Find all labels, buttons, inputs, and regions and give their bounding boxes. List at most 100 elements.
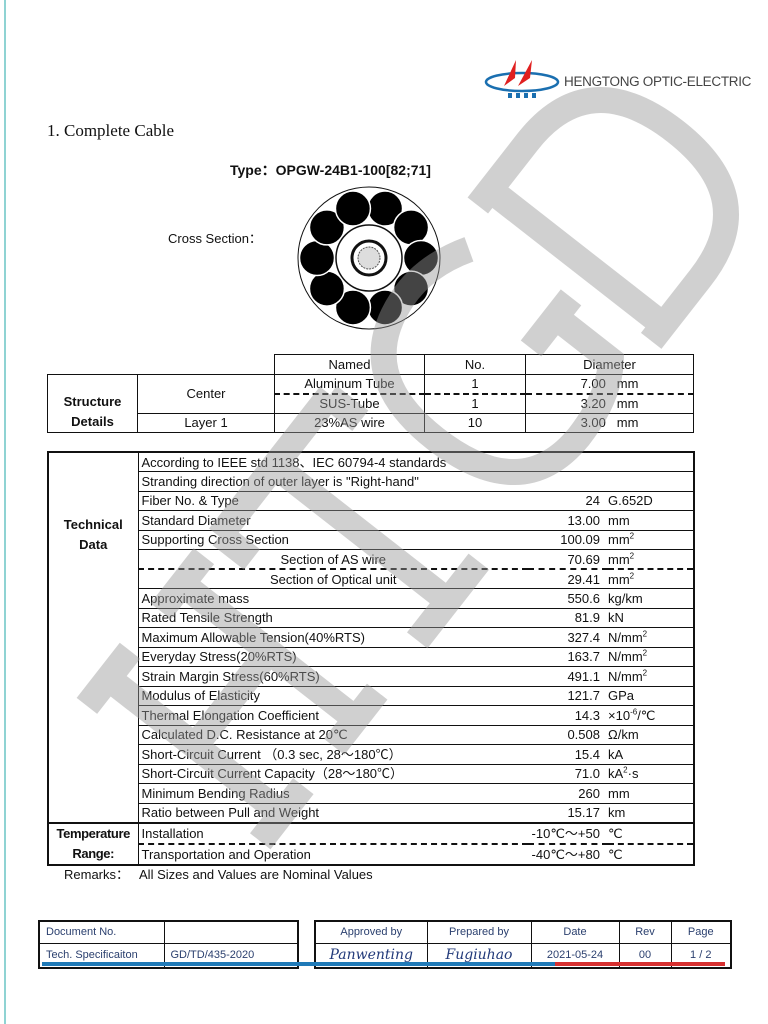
tech-name: Ratio between Pull and Weight — [137, 802, 528, 823]
tech-row: Standard Diameter 13.00 mm — [48, 510, 695, 531]
stranding-note: Stranding direction of outer layer is "R… — [137, 471, 695, 492]
header-date: Date — [530, 920, 620, 944]
footer-red-bar — [555, 962, 725, 966]
tech-name: Supporting Cross Section — [137, 529, 528, 550]
tech-unit: mm2 — [608, 529, 695, 550]
temperature-row: Temperature Range: Installation -10℃～+50 ℃ — [47, 821, 695, 865]
tech-row: Minimum Bending Radius 260 mm — [48, 783, 695, 804]
remarks-label: Remarks： — [64, 866, 130, 882]
tech-value: 163.7 — [528, 646, 608, 667]
group-layer-1: Layer 1 — [137, 412, 275, 433]
as-wire — [366, 289, 404, 326]
technical-data-label: Technical Data — [47, 451, 139, 823]
page-edge — [4, 0, 6, 1024]
tech-unit: mm — [608, 510, 695, 531]
tech-row: Maximum Allowable Tension(40%RTS) 327.4 N/… — [48, 627, 695, 648]
tech-row: Fiber No. & Type 24 G.652D — [48, 490, 695, 511]
tech-unit: N/mm2 — [608, 666, 695, 687]
as-wire — [308, 209, 346, 246]
tech-row: Modulus of Elasticity 121.7 GPa — [48, 685, 695, 706]
tech-value: 550.6 — [528, 588, 608, 609]
remarks-text: All Sizes and Values are Nominal Values — [139, 866, 373, 882]
doc-no-label: Document No. — [38, 920, 165, 944]
remarks: Remarks： All Sizes and Values are Nominal… — [64, 867, 693, 883]
tech-value: 491.1 — [528, 666, 608, 687]
tech-unit: Ω/km — [608, 724, 695, 745]
tech-unit: mm2 — [608, 549, 695, 570]
tech-name: Section of AS wire — [137, 549, 528, 570]
htgd-logo-icon — [484, 60, 560, 98]
footer-blue-bar — [42, 962, 555, 966]
struct-no: 1 — [424, 393, 526, 414]
header-diameter: Diameter — [525, 354, 694, 375]
tech-value: 81.9 — [528, 607, 608, 628]
header-page: Page — [670, 920, 732, 944]
standard-note: According to IEEE std 1138、IEC 60794-4 s… — [137, 451, 695, 472]
tech-name: Thermal Elongation Coefficient — [137, 705, 528, 726]
tech-name: Maximum Allowable Tension(40%RTS) — [137, 627, 528, 648]
technical-section: Technical Data According to IEEE std 1138、… — [47, 451, 696, 883]
as-wire — [402, 239, 440, 277]
tech-row: Strain Margin Stress(60%RTS) 491.1 N/mm2 — [48, 666, 695, 687]
struct-no: 1 — [424, 373, 526, 395]
tech-row: Section of Optical unit 29.41 mm2 — [48, 568, 695, 589]
header-approved-by: Approved by — [314, 920, 428, 944]
struct-name: 23%AS wire — [274, 412, 425, 433]
tech-name: Short-Circuit Current Capacity（28～180℃） — [137, 763, 528, 784]
as-wire — [298, 239, 336, 277]
tech-row: Short-Circuit Current Capacity（28～180℃） 7… — [48, 763, 695, 784]
struct-diameter: 3.20 mm — [525, 393, 694, 414]
struct-name: Aluminum Tube — [274, 373, 425, 395]
header-no: No. — [424, 354, 526, 375]
tech-value: 0.508 — [528, 724, 608, 745]
tech-value: 29.41 — [528, 568, 608, 589]
tech-unit: mm2 — [608, 568, 695, 589]
tech-name: Minimum Bending Radius — [137, 783, 528, 804]
tech-row: Approximate mass 550.6 kg/km — [48, 588, 695, 609]
brand-name: HENGTONG OPTIC-ELECTRIC — [564, 74, 752, 89]
header-named: Named — [274, 354, 425, 375]
technical-data-table: Technical Data According to IEEE std 1138、… — [47, 451, 696, 866]
tech-unit: kA — [608, 744, 695, 765]
tech-unit: kN — [608, 607, 695, 628]
tech-value: 14.3 — [528, 705, 608, 726]
temp-value: -10℃～+50 — [528, 821, 608, 845]
temperature-row: Transportation and Operation -40℃～+80 ℃ — [48, 843, 695, 865]
tech-name: Approximate mass — [137, 588, 528, 609]
company-logo: HENGTONG OPTIC-ELECTRIC — [482, 56, 751, 102]
tech-value: 70.69 — [528, 549, 608, 570]
tech-name: Short-Circuit Current （0.3 sec, 28～180℃） — [137, 744, 528, 765]
structure-table: Named No. Diameter Structure Details Cent… — [47, 354, 694, 433]
tech-row: Section of AS wire 70.69 mm2 — [48, 549, 695, 570]
as-wire — [392, 209, 430, 246]
as-wire — [308, 270, 346, 307]
tech-name: Strain Margin Stress(60%RTS) — [137, 666, 528, 687]
temp-unit: ℃ — [608, 843, 695, 865]
tech-row: Supporting Cross Section 100.09 mm2 — [48, 529, 695, 550]
tech-row: Short-Circuit Current （0.3 sec, 28～180℃）… — [48, 744, 695, 765]
tech-unit: G.652D — [608, 490, 695, 511]
tech-value: 15.17 — [528, 802, 608, 823]
tech-unit: ×10-6/℃ — [608, 705, 695, 726]
temp-value: -40℃～+80 — [528, 843, 608, 865]
temp-unit: ℃ — [608, 821, 695, 845]
tech-value: 260 — [528, 783, 608, 804]
tech-unit: kA2·s — [608, 763, 695, 784]
tech-name: Calculated D.C. Resistance at 20℃ — [137, 724, 528, 745]
tech-row: Thermal Elongation Coefficient 14.3 ×10-6/… — [48, 705, 695, 726]
tech-unit: N/mm2 — [608, 646, 695, 667]
cable-cross-section-diagram — [297, 186, 441, 330]
temp-name: Transportation and Operation — [137, 843, 528, 865]
tech-row: Everyday Stress(20%RTS) 163.7 N/mm2 — [48, 646, 695, 667]
as-wire — [334, 190, 372, 227]
as-wire — [334, 289, 372, 326]
tech-value: 24 — [528, 490, 608, 511]
tech-name: Fiber No. & Type — [137, 490, 528, 511]
tech-name: Rated Tensile Strength — [137, 607, 528, 628]
cross-section-label: Cross Section： — [168, 231, 262, 246]
tech-unit: kg/km — [608, 588, 695, 609]
tech-unit: mm — [608, 783, 695, 804]
tech-value: 327.4 — [528, 627, 608, 648]
as-wire — [392, 270, 430, 307]
tech-unit: km — [608, 802, 695, 823]
